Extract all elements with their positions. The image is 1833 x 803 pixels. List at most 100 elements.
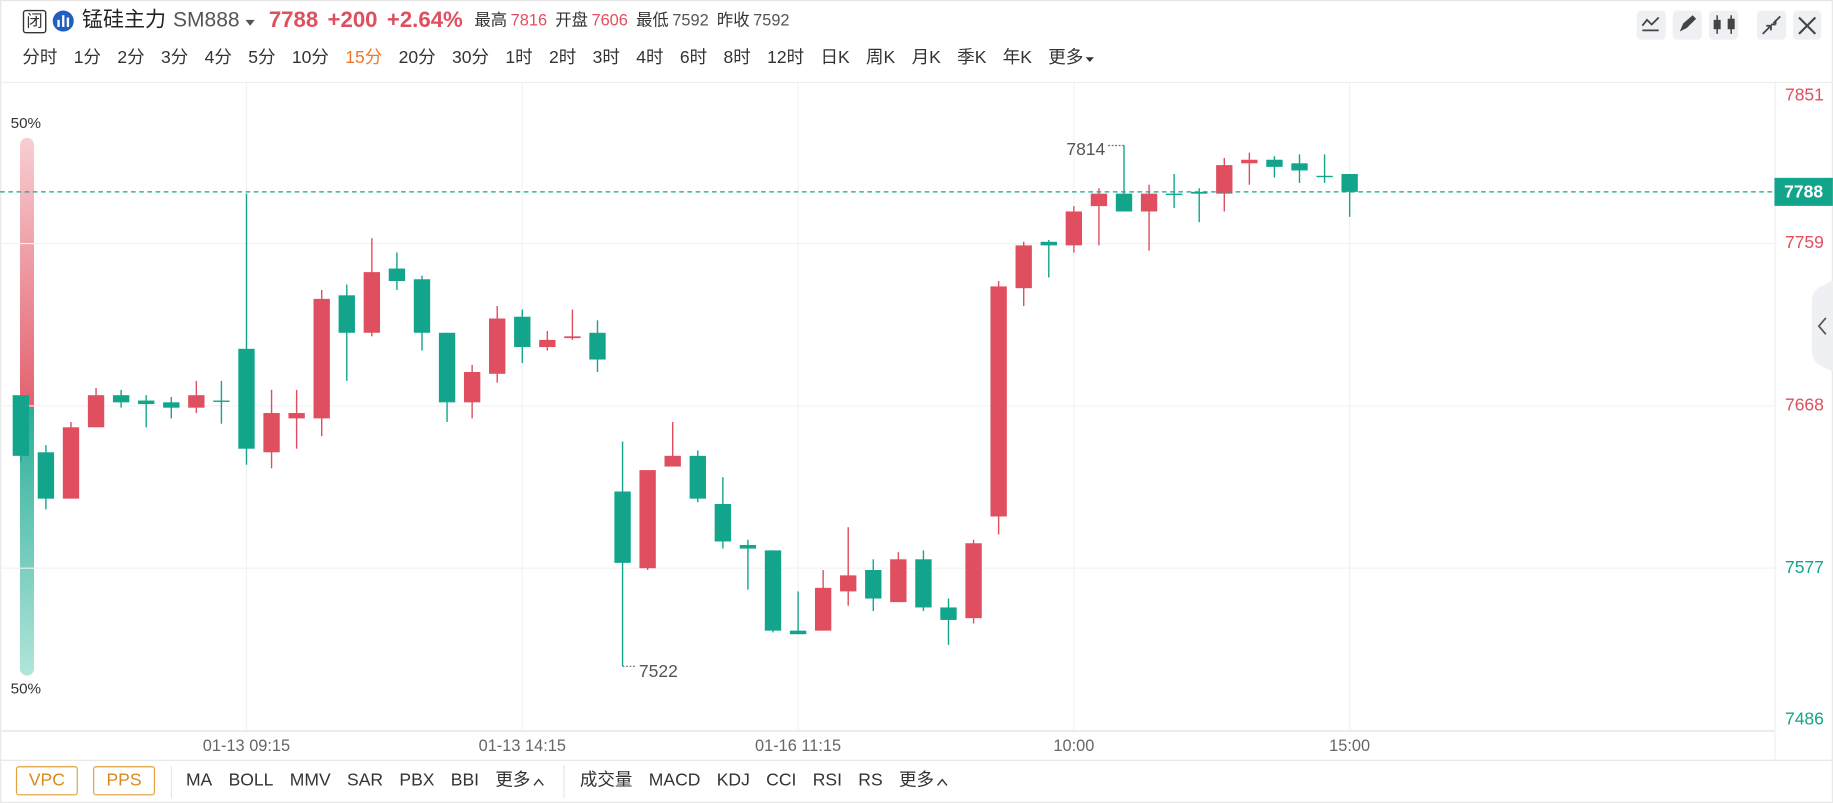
period-tab[interactable]: 季K [957, 47, 987, 67]
candle-body [1291, 163, 1308, 171]
indicator-item[interactable]: MA [186, 769, 213, 789]
indicator-item[interactable]: MACD [649, 769, 701, 789]
indicator-item[interactable]: 更多 [495, 769, 530, 789]
period-tab[interactable]: 6时 [680, 47, 707, 67]
period-tab[interactable]: 10分 [292, 47, 329, 67]
ratio-label-bottom: 50% [11, 681, 41, 698]
x-tick-label: 01-13 14:15 [479, 737, 566, 755]
candle-body [739, 545, 757, 549]
stat-value: 7592 [753, 11, 789, 29]
indicator-item[interactable]: RS [858, 769, 882, 789]
period-tab[interactable]: 1分 [74, 47, 101, 67]
candle-body [37, 452, 55, 499]
side-collapse-tab[interactable] [1811, 280, 1833, 372]
candle-body [1216, 165, 1233, 194]
indicator-item[interactable]: SAR [347, 769, 383, 789]
candle-body [514, 316, 531, 348]
candle-body [990, 286, 1007, 517]
period-tab[interactable]: 15分 [345, 47, 382, 67]
more-arrow[interactable] [1085, 57, 1094, 62]
code-dropdown-arrow[interactable] [245, 19, 255, 26]
chart-type-icon [1713, 19, 1721, 30]
indicator-item[interactable]: 成交量 [580, 769, 633, 789]
candle-body [764, 550, 782, 631]
y-tick-label: 7486 [1785, 709, 1824, 729]
candle-body [1090, 193, 1108, 207]
candle-body [664, 455, 681, 467]
period-tab[interactable]: 分时 [22, 47, 57, 67]
candle-body [1065, 211, 1083, 246]
indicator-item[interactable]: RSI [813, 769, 842, 789]
period-tab[interactable]: 周K [866, 47, 896, 67]
candle-body [1341, 174, 1358, 192]
draw-icon [1679, 15, 1697, 32]
period-tab[interactable]: 2时 [549, 47, 576, 67]
low-label: 7522 [639, 661, 678, 681]
period-tab[interactable]: 4时 [636, 47, 663, 67]
candle-body [163, 402, 180, 408]
period-tab[interactable]: 1时 [505, 47, 532, 67]
candle-body [363, 272, 381, 333]
more-caret[interactable] [533, 778, 544, 786]
candle-body [1165, 193, 1183, 196]
period-tab[interactable]: 年K [1003, 47, 1033, 67]
close-icon [1798, 16, 1817, 35]
close-icon-text[interactable]: 闭 [26, 13, 42, 31]
candle-body [413, 279, 431, 333]
candle-body [87, 395, 105, 428]
candle-body [1316, 175, 1333, 178]
indicator-item[interactable]: PBX [399, 769, 434, 789]
ratio-label-top: 50% [11, 115, 41, 132]
candle-body [1015, 245, 1032, 289]
y-tick-label: 7668 [1785, 395, 1824, 415]
period-tab[interactable]: 3时 [593, 47, 620, 67]
close-icon-box[interactable] [22, 9, 47, 34]
candle-body [12, 395, 30, 456]
indicator-item[interactable]: MMV [290, 769, 331, 789]
period-tab[interactable]: 5分 [248, 47, 275, 67]
indicator-toggle[interactable] [15, 766, 78, 796]
instrument-code[interactable]: SM888 [173, 9, 240, 32]
indicator-toggle-label[interactable]: VPC [29, 769, 65, 789]
candle-body [313, 298, 330, 419]
indicator-item[interactable]: BBI [451, 769, 479, 789]
period-tab[interactable]: 30分 [452, 47, 489, 67]
candle-body [965, 543, 982, 619]
candle-body [1140, 193, 1158, 212]
price-change: +200 [328, 7, 378, 32]
candle-body [388, 268, 406, 282]
period-tab[interactable]: 2分 [117, 47, 144, 67]
exchange-icon-bar [57, 19, 60, 27]
period-tab[interactable]: 月K [912, 47, 942, 67]
period-tab[interactable]: 4分 [205, 47, 232, 67]
indicator-toggle[interactable] [93, 766, 155, 796]
candle-body [639, 470, 656, 569]
indicator-item[interactable]: KDJ [717, 769, 750, 789]
candle-body [915, 559, 932, 608]
period-tab[interactable]: 12时 [767, 47, 804, 67]
plot-area: 7814 7522 [0, 82, 1775, 731]
more-caret[interactable] [937, 778, 948, 786]
indicator-item[interactable]: CCI [766, 769, 796, 789]
indicator-item[interactable]: BOLL [229, 769, 274, 789]
period-tab[interactable]: 8时 [723, 47, 750, 67]
stat-value: 7816 [511, 11, 547, 29]
candle-body [438, 332, 456, 403]
candle-body [890, 559, 907, 603]
period-tab[interactable]: 3分 [161, 47, 188, 67]
last-price-tag [1774, 177, 1833, 206]
indicator-toggle-label[interactable]: PPS [106, 769, 141, 789]
side-collapse-arrow [1817, 317, 1827, 335]
candle-body [213, 400, 230, 402]
indicator-item[interactable]: 更多 [899, 769, 934, 789]
period-tab[interactable]: 日K [820, 47, 850, 67]
period-tab[interactable]: 更多 [1048, 47, 1083, 67]
candle-body [589, 332, 606, 360]
period-tab[interactable]: 20分 [399, 47, 436, 67]
stat-label: 昨收 [717, 11, 750, 29]
candle-body [338, 295, 355, 333]
candle-body [463, 372, 481, 403]
chart-type-icon [1727, 18, 1735, 30]
